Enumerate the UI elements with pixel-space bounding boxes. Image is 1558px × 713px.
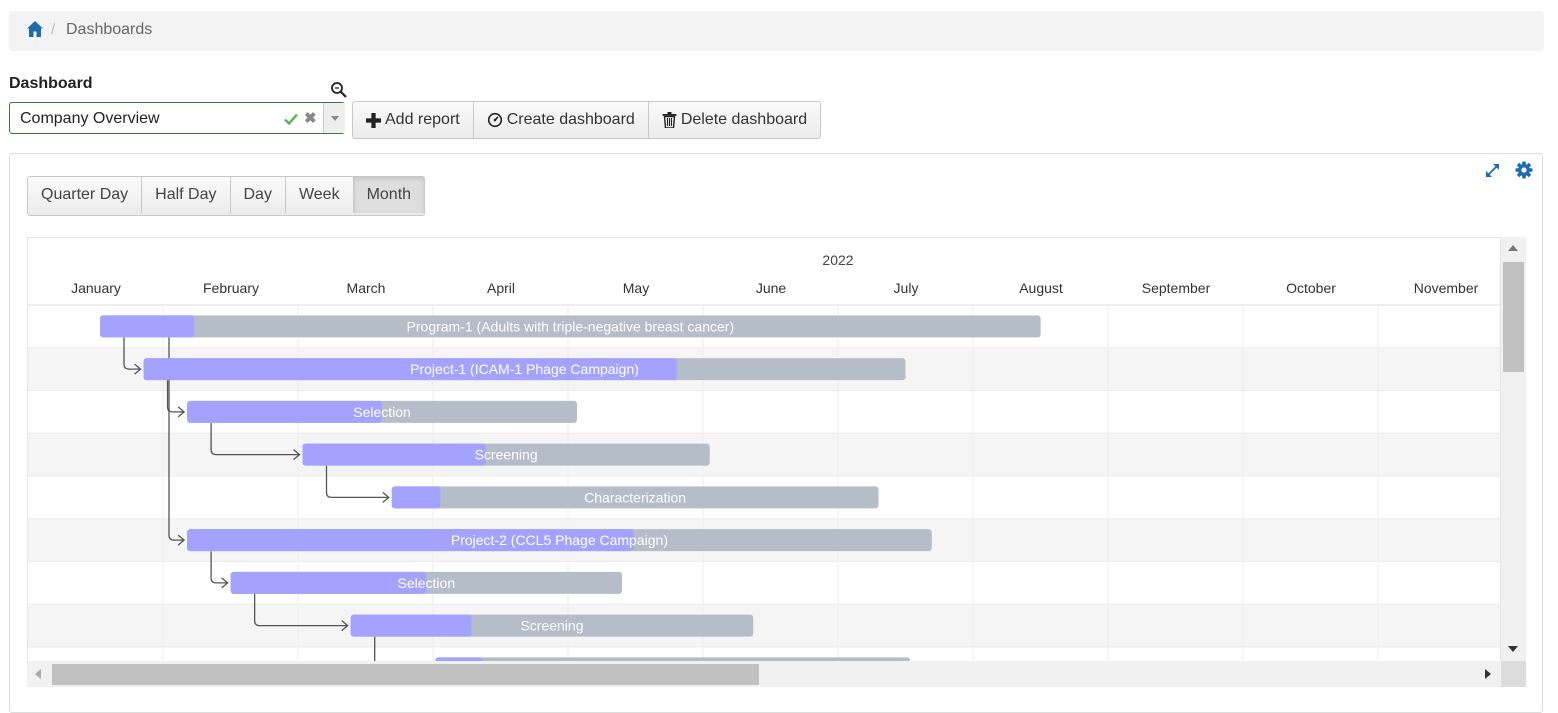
check-icon: [284, 113, 298, 126]
dependency-arrow-head: [134, 363, 142, 375]
task-bar-label: Screening: [520, 618, 583, 634]
dependency-arrow: [210, 422, 300, 456]
dependency-arrow-head: [293, 449, 301, 461]
vertical-scrollbar-thumb[interactable]: [1503, 262, 1524, 372]
dependency-arrow: [123, 337, 141, 370]
chevron-down-icon[interactable]: [323, 103, 345, 133]
scroll-right-arrow-icon[interactable]: [1485, 669, 1491, 679]
gantt-month-label: May: [623, 280, 649, 296]
create-dashboard-label: Create dashboard: [506, 111, 635, 128]
home-icon[interactable]: [26, 20, 44, 38]
dependency-arrow-head: [177, 534, 186, 546]
task-bar-progress: [100, 315, 195, 338]
delete-dashboard-button[interactable]: Delete dashboard: [649, 102, 820, 138]
task-bar-label: Project-2 (CCL5 Phage Campaign): [451, 532, 668, 548]
gantt-month-label: August: [1019, 280, 1063, 296]
gantt-month-label: April: [487, 280, 515, 296]
task-bar: [391, 486, 879, 509]
task-bar-progress: [435, 657, 483, 661]
task-bar: [435, 657, 910, 661]
gantt-chart: 2022 January February March April May June July…: [27, 237, 1501, 661]
task-bar: [100, 315, 1041, 338]
dashboard-select[interactable]: Company Overview ✖: [9, 102, 345, 134]
task-bar-progress: [143, 358, 677, 381]
gantt-month-label: March: [347, 280, 386, 296]
task-bar-label: Project-1 (ICAM-1 Phage Campaign): [410, 361, 639, 377]
dependency-arrow: [168, 337, 185, 541]
task-bar-label: Characterization: [622, 660, 724, 661]
gantt-month-label: November: [1414, 280, 1479, 296]
task-bar-label: Characterization: [584, 489, 686, 505]
view-mode-quarter-day-button[interactable]: Quarter Day: [28, 177, 143, 213]
dependency-arrow: [210, 551, 228, 584]
gantt-month-label: July: [894, 280, 919, 296]
dependency-arrow-head: [382, 491, 390, 503]
scroll-up-arrow-icon[interactable]: [1508, 245, 1518, 251]
task-bar-label: Screening: [475, 447, 538, 463]
horizontal-scrollbar-thumb[interactable]: [52, 664, 759, 685]
task-bar-progress: [187, 529, 634, 552]
view-mode-group: Quarter Day Half Day Day Week Month: [27, 176, 426, 216]
dependency-arrow-head: [341, 620, 349, 632]
zoom-search-icon[interactable]: [330, 81, 348, 99]
dependency-arrow: [325, 465, 389, 499]
dependency-arrow-head: [177, 406, 186, 418]
scrollbar-corner: [1501, 661, 1526, 687]
task-bar-label: Selection: [398, 575, 456, 591]
scroll-left-arrow-icon[interactable]: [35, 669, 41, 679]
view-mode-week-button[interactable]: Week: [286, 177, 354, 213]
gear-icon[interactable]: [1515, 161, 1533, 179]
task-bar-progress: [187, 400, 383, 423]
gantt-year-label: 2022: [822, 252, 853, 268]
dashboard-icon: [487, 112, 502, 128]
gantt-row: [28, 604, 1500, 647]
scroll-down-arrow-icon[interactable]: [1508, 646, 1518, 652]
add-report-button[interactable]: Add report: [353, 102, 474, 138]
create-dashboard-button[interactable]: Create dashboard: [474, 102, 649, 138]
gantt-month-label: June: [756, 280, 787, 296]
gantt-svg: 2022 January February March April May June July…: [28, 238, 1500, 661]
task-bar-label: Program-1 (Adults with triple-negative b…: [407, 318, 735, 334]
view-mode-month-button[interactable]: Month: [353, 177, 425, 213]
breadcrumb-dashboards: Dashboards: [66, 21, 153, 38]
add-report-label: Add report: [385, 111, 460, 128]
task-bar-progress: [391, 486, 441, 509]
dependency-arrow-head: [221, 577, 229, 589]
task-bar-label: Selection: [353, 404, 411, 420]
delete-dashboard-label: Delete dashboard: [680, 111, 808, 128]
task-bar-progress: [230, 571, 427, 594]
gantt-month-label: September: [1142, 280, 1211, 296]
view-mode-day-button[interactable]: Day: [231, 177, 286, 213]
dashboard-toolbar: Add report Create dashboard Delete dashb…: [352, 101, 822, 139]
gantt-month-label: February: [203, 280, 259, 296]
plus-icon: [366, 112, 381, 128]
gantt-month-label: January: [71, 280, 121, 296]
trash-icon: [662, 112, 677, 128]
clear-icon[interactable]: ✖: [304, 110, 317, 127]
dependency-arrow: [253, 593, 348, 627]
breadcrumb-separator: /: [51, 21, 56, 38]
expand-icon[interactable]: [1484, 162, 1501, 179]
task-bar-progress: [302, 443, 486, 466]
dashboard-label: Dashboard: [9, 75, 93, 92]
task-bar-progress: [350, 614, 472, 637]
breadcrumb: [9, 11, 1544, 51]
gantt-month-label: October: [1286, 280, 1336, 296]
view-mode-half-day-button[interactable]: Half Day: [142, 177, 231, 213]
dashboard-select-value: Company Overview: [20, 110, 160, 127]
gantt-header: [28, 238, 1500, 305]
gantt-row: [28, 647, 1500, 661]
